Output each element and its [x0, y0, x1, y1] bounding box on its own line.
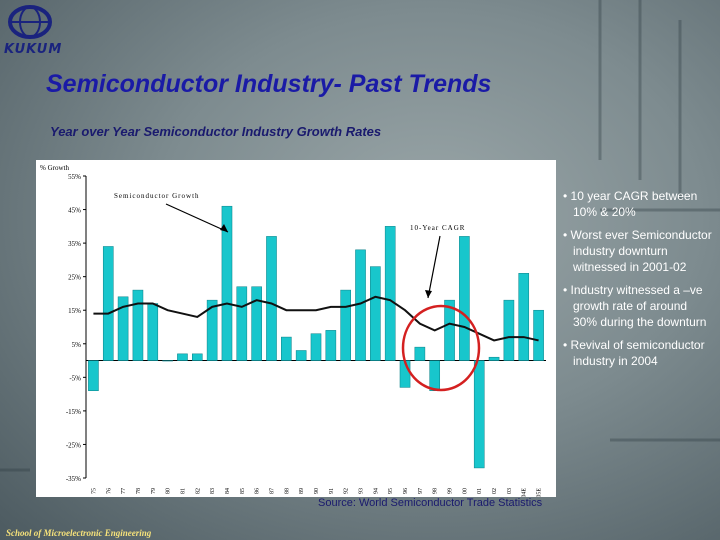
x-tick-label: 98: [433, 488, 439, 494]
x-tick-label: 96: [403, 488, 409, 494]
x-tick-label: 94: [373, 488, 379, 494]
bar: [429, 360, 441, 392]
x-tick-label: 82: [195, 488, 201, 494]
bar: [488, 356, 500, 361]
bar: [102, 246, 114, 361]
x-tick-label: 86: [255, 488, 261, 494]
x-tick-label: 02: [492, 488, 498, 494]
bar: [503, 299, 515, 361]
cagr-line: [93, 295, 539, 342]
arrow-head: [220, 224, 228, 232]
x-tick-label: 95: [388, 488, 394, 494]
bar: [518, 273, 530, 361]
bar: [325, 330, 337, 361]
bar: [533, 309, 544, 361]
bar: [177, 353, 188, 361]
x-tick-label: 93: [359, 488, 365, 494]
x-tick-label: 75: [91, 488, 97, 494]
y-tick-label: -35%: [66, 475, 81, 483]
bar: [251, 286, 262, 361]
bar: [281, 336, 292, 361]
annotation-arrow: [427, 235, 441, 299]
bar: [310, 333, 322, 361]
bar: [459, 236, 470, 361]
x-tick-label: 92: [344, 488, 350, 494]
bar: [370, 266, 381, 361]
x-tick-label: 03: [507, 488, 513, 494]
x-tick-label: 80: [166, 488, 172, 494]
bar: [473, 360, 485, 469]
bar: [162, 360, 173, 362]
y-tick-label: 45%: [68, 207, 81, 215]
x-tick-label: 79: [151, 488, 157, 494]
x-tick-label: 87: [269, 488, 275, 494]
annotation-arrow: [165, 203, 229, 233]
x-tick-label: 84: [225, 488, 231, 494]
x-tick-label: 76: [106, 488, 112, 494]
logo-text: KUKUM: [4, 42, 63, 57]
x-tick-label: 05E: [537, 488, 543, 497]
bar: [132, 289, 144, 361]
bar: [88, 360, 99, 392]
x-tick-label: 99: [448, 488, 454, 494]
bar: [236, 286, 248, 361]
bar: [191, 353, 203, 361]
x-tick-label: 78: [136, 488, 142, 494]
x-tick-label: 85: [240, 488, 246, 494]
x-tick-label: 81: [180, 488, 186, 494]
bar: [206, 299, 218, 361]
y-tick-label: 35%: [68, 240, 81, 248]
chart-subtitle: Year over Year Semiconductor Industry Gr…: [50, 124, 382, 139]
y-tick-label: 55%: [68, 173, 81, 181]
x-tick-label: 01: [477, 488, 483, 494]
downturn-highlight: [401, 304, 481, 392]
x-tick-label: 04E: [522, 488, 528, 497]
annotation-growth: Semiconductor Growth: [114, 192, 200, 200]
bar: [444, 299, 455, 361]
bullet-item: • Worst ever Semiconductor industry down…: [563, 228, 712, 274]
bar: [266, 236, 277, 361]
bar: [340, 289, 351, 361]
chart-panel: % Growth 55% 45% 35% 25% 15% 5% -5% -15% -25% -35%…: [36, 160, 556, 498]
x-tick-label: 90: [314, 488, 320, 494]
footer-text: School of Microelectronic Engineering: [6, 528, 152, 538]
y-tick-label: -15%: [66, 408, 81, 416]
x-tick-label: 89: [299, 488, 305, 494]
x-tick-label: 91: [329, 488, 335, 494]
y-tick-label: -5%: [69, 374, 81, 382]
y-axis-label: % Growth: [40, 164, 69, 172]
bullet-item: • Revival of semiconductor industry in 2…: [563, 338, 705, 368]
x-tick-label: 97: [418, 488, 424, 494]
x-tick-label: 00: [462, 488, 468, 494]
x-tick-label: 77: [121, 488, 127, 494]
annotation-cagr: 10-Year CAGR: [410, 224, 465, 232]
x-tick-label: 88: [284, 488, 290, 494]
bar: [414, 346, 426, 361]
y-tick-label: -25%: [66, 441, 81, 449]
bar: [117, 296, 129, 361]
bar: [147, 303, 159, 361]
x-tick-label: 83: [210, 488, 216, 494]
bullet-item: • 10 year CAGR between 10% & 20%: [563, 189, 698, 219]
y-tick-label: 25%: [68, 274, 81, 282]
bullet-item: • Industry witnessed a –ve growth rate o…: [563, 283, 707, 329]
slide-title: Semiconductor Industry- Past Trends: [46, 70, 492, 98]
bar: [384, 226, 396, 361]
arrow-head: [425, 290, 432, 298]
key-points: • 10 year CAGR between 10% & 20% • Worst…: [563, 188, 713, 438]
y-tick-label: 15%: [68, 307, 81, 315]
y-tick-label: 5%: [72, 341, 82, 349]
source-note: Source: World Semiconductor Trade Statis…: [318, 497, 543, 509]
bar: [221, 205, 233, 361]
globe-logo-icon: [8, 5, 52, 39]
bar: [295, 350, 307, 361]
